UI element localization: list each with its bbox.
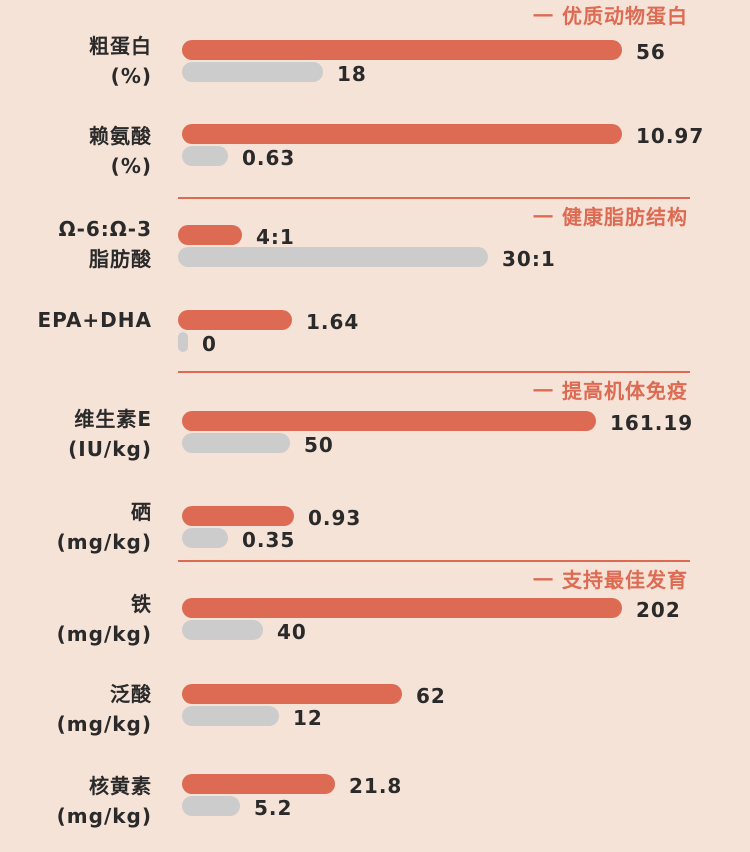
section-divider [178, 560, 690, 562]
value-primary-vitamin-e: 161.19 [610, 411, 694, 435]
bar-primary-riboflavin [182, 774, 335, 794]
section-title-animal-protein: 一 优质动物蛋白 [533, 4, 688, 28]
value-secondary-selenium: 0.35 [242, 528, 296, 552]
row-label-pantothenic-acid: 泛酸 (mg/kg) [2, 679, 152, 739]
value-primary-omega-ratio: 4:1 [256, 225, 295, 249]
value-secondary-epa-dha: 0 [202, 332, 217, 356]
row-label-epa-dha: EPA+DHA [2, 305, 152, 335]
bar-secondary-selenium [182, 528, 228, 548]
row-label-unit: (%) [110, 154, 152, 178]
section-divider [178, 197, 690, 199]
value-secondary-lysine: 0.63 [242, 146, 296, 170]
value-primary-selenium: 0.93 [308, 506, 362, 530]
row-label-name: 核黄素 [89, 774, 152, 798]
value-secondary-pantothenic-acid: 12 [293, 706, 323, 730]
row-label-crude-protein: 粗蛋白 (%) [2, 31, 152, 91]
row-label-name: Ω-6:Ω-3 [58, 217, 152, 241]
value-primary-iron: 202 [636, 598, 681, 622]
value-secondary-vitamin-e: 50 [304, 433, 334, 457]
section-title-development: 一 支持最佳发育 [533, 568, 688, 592]
bar-primary-crude-protein [182, 40, 622, 60]
row-label-unit: (mg/kg) [56, 804, 152, 828]
bar-secondary-riboflavin [182, 796, 240, 816]
section-title-healthy-fat: 一 健康脂肪结构 [533, 205, 688, 229]
value-secondary-crude-protein: 18 [337, 62, 367, 86]
row-label-name: EPA+DHA [37, 308, 152, 332]
value-secondary-iron: 40 [277, 620, 307, 644]
bar-secondary-pantothenic-acid [182, 706, 279, 726]
bar-primary-iron [182, 598, 622, 618]
row-label-lysine: 赖氨酸 (%) [2, 121, 152, 181]
row-label-selenium: 硒 (mg/kg) [2, 497, 152, 557]
value-primary-pantothenic-acid: 62 [416, 684, 446, 708]
bar-primary-selenium [182, 506, 294, 526]
value-primary-lysine: 10.97 [636, 124, 705, 148]
section-divider [178, 371, 690, 373]
row-label-iron: 铁 (mg/kg) [2, 589, 152, 649]
value-primary-riboflavin: 21.8 [349, 774, 403, 798]
row-label-omega-ratio: Ω-6:Ω-3 脂肪酸 [2, 214, 152, 274]
bar-secondary-omega-ratio [178, 247, 488, 267]
row-label-unit: (mg/kg) [56, 712, 152, 736]
bar-secondary-vitamin-e [182, 433, 290, 453]
bar-primary-vitamin-e [182, 411, 596, 431]
row-label-unit: 脂肪酸 [89, 247, 152, 271]
bar-secondary-iron [182, 620, 263, 640]
bar-secondary-epa-dha [178, 332, 188, 352]
bar-primary-pantothenic-acid [182, 684, 402, 704]
bar-primary-omega-ratio [178, 225, 242, 245]
bar-secondary-lysine [182, 146, 228, 166]
row-label-riboflavin: 核黄素 (mg/kg) [2, 771, 152, 831]
value-secondary-omega-ratio: 30:1 [502, 247, 556, 271]
bar-primary-epa-dha [178, 310, 292, 330]
bar-primary-lysine [182, 124, 622, 144]
row-label-unit: (mg/kg) [56, 530, 152, 554]
row-label-name: 铁 [131, 592, 152, 616]
row-label-name: 硒 [131, 500, 152, 524]
row-label-vitamin-e: 维生素E (IU/kg) [2, 404, 152, 464]
row-label-name: 粗蛋白 [89, 34, 152, 58]
value-primary-epa-dha: 1.64 [306, 310, 360, 334]
row-label-unit: (mg/kg) [56, 622, 152, 646]
section-title-immunity: 一 提高机体免疫 [533, 379, 688, 403]
bar-secondary-crude-protein [182, 62, 323, 82]
value-primary-crude-protein: 56 [636, 40, 666, 64]
row-label-name: 赖氨酸 [89, 124, 152, 148]
value-secondary-riboflavin: 5.2 [254, 796, 293, 820]
row-label-name: 泛酸 [110, 682, 152, 706]
row-label-name: 维生素E [74, 407, 152, 431]
row-label-unit: (IU/kg) [68, 437, 152, 461]
row-label-unit: (%) [110, 64, 152, 88]
